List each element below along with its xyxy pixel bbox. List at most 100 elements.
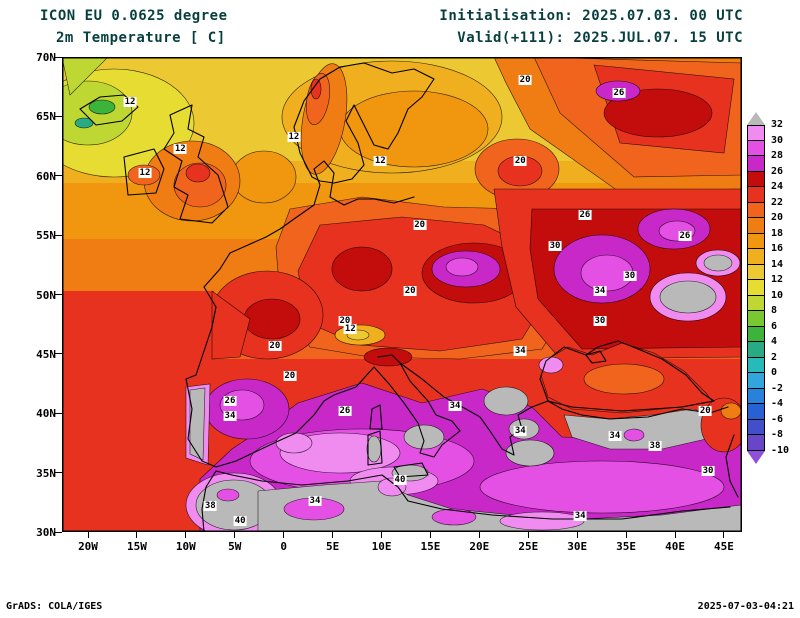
colorbar-tick-label: 2	[771, 351, 778, 363]
lat-tick-label: 30N	[36, 526, 56, 539]
lon-tick-label: 5W	[228, 540, 242, 553]
colorbar-tick-label: 18	[771, 227, 784, 239]
colorbar-segment	[747, 373, 765, 389]
colorbar-tick-label: 16	[771, 243, 784, 254]
lon-tick	[723, 532, 725, 538]
colorbar-segment	[747, 419, 765, 435]
colorbar-tick-label: -8	[771, 429, 784, 440]
lat-tick-label: 70N	[36, 51, 56, 64]
creation-timestamp: 2025-07-03-04:21	[697, 601, 794, 612]
lat-tick-label: 40N	[36, 407, 56, 421]
lat-tick	[55, 175, 62, 177]
lon-tick-label: 20E	[469, 540, 490, 553]
lon-tick-label: 10W	[175, 540, 196, 553]
lat-tick	[55, 353, 62, 355]
colorbar-tick-label: 26	[771, 165, 784, 177]
lon-tick-label: 20W	[78, 540, 98, 553]
lon-tick-label: 25E	[518, 540, 539, 553]
lon-tick-label: 15E	[420, 540, 441, 553]
lon-tick-label: 45E	[714, 540, 734, 553]
lat-tick	[55, 294, 62, 295]
lon-tick-label: 40E	[665, 540, 685, 553]
lon-tick-label: 5E	[325, 540, 340, 553]
grads-credit: GrADS: COLA/IGES	[6, 601, 103, 612]
colorbar-tick-label: -10	[771, 444, 790, 456]
colorbar-segment	[747, 156, 765, 172]
lat-tick	[55, 56, 62, 58]
lon-tick	[625, 532, 627, 538]
colorbar-tick-label: 6	[771, 320, 778, 332]
lon-tick	[87, 532, 89, 538]
colorbar-segment	[747, 218, 765, 234]
colorbar-tick-label: 32	[771, 119, 784, 130]
colorbar-tick-label: 0	[771, 367, 778, 378]
colorbar-tick-label: -6	[771, 413, 784, 425]
colorbar-segment	[747, 171, 765, 187]
colorbar-segment	[747, 280, 765, 296]
lat-tick-label: 45N	[36, 347, 56, 361]
lat-tick-label: 65N	[36, 110, 56, 124]
colorbar-segment	[747, 326, 765, 342]
colorbar-tick-label: 28	[771, 150, 784, 161]
lon-tick	[527, 532, 529, 538]
colorbar-under-range-triangle	[747, 450, 765, 464]
colorbar-tick-label: 14	[771, 258, 784, 270]
lon-tick-label: 0	[280, 540, 287, 553]
colorbar-tick-label: -4	[771, 398, 784, 409]
lat-tick-label: 35N	[36, 466, 56, 480]
colorbar-tick-label: -2	[771, 382, 784, 394]
model-title: ICON EU 0.0625 degree	[40, 8, 228, 24]
valid-time: Valid(+111): 2025.JUL.07. 15 UTC	[457, 30, 743, 46]
lon-tick	[185, 532, 187, 538]
lon-tick	[381, 532, 383, 538]
lat-tick-label: 55N	[36, 229, 56, 243]
colorbar-segment	[747, 357, 765, 373]
colorbar-tick-label: 20	[771, 212, 784, 223]
lat-tick-label: 60N	[36, 169, 56, 183]
temperature-fill-regions	[62, 57, 742, 532]
colorbar-segment	[747, 187, 765, 203]
init-time: Initialisation: 2025.07.03. 00 UTC	[439, 8, 743, 24]
lon-tick	[332, 532, 334, 538]
colorbar-tick-label: 10	[771, 289, 784, 301]
lon-tick	[234, 532, 236, 538]
colorbar-tick-label: 4	[771, 336, 778, 347]
coastlines	[79, 62, 739, 532]
temperature-map: 12 12 12 12 12 20 26 20 20 26 26 30 30 20 34 30 20 12 20 34…	[62, 57, 742, 532]
lat-tick	[55, 234, 62, 236]
colorbar-segment	[747, 404, 765, 420]
lon-tick-label: 10E	[371, 540, 392, 553]
lon-tick	[136, 532, 138, 538]
colorbar-segment	[747, 295, 765, 311]
colorbar-segment	[747, 311, 765, 327]
lon-tick	[429, 532, 431, 538]
colorbar-tick-label: 24	[771, 181, 784, 192]
colorbar-segment	[747, 140, 765, 156]
colorbar-segment	[747, 435, 765, 451]
field-title: 2m Temperature [ C]	[56, 30, 226, 46]
colorbar-segment	[747, 388, 765, 404]
colorbar-segment	[747, 233, 765, 249]
lon-tick	[674, 532, 676, 538]
temperature-field-svg	[62, 57, 742, 532]
colorbar-segment	[747, 264, 765, 280]
colorbar-segment	[747, 249, 765, 265]
colorbar-tick-label: 22	[771, 196, 784, 208]
colorbar-tick-label: 12	[771, 274, 784, 285]
lon-tick-label: 15W	[126, 540, 147, 553]
lat-tick	[55, 412, 62, 414]
colorbar-over-range-triangle	[747, 112, 765, 125]
lon-tick-label: 30E	[567, 540, 588, 553]
colorbar-tick-label: 8	[771, 305, 778, 316]
colorbar-segment	[747, 342, 765, 358]
map-frame	[62, 57, 742, 532]
colorbar-segment	[747, 202, 765, 218]
colorbar-segment	[747, 125, 765, 141]
colorbar-tick-label: 30	[771, 134, 784, 146]
lat-tick	[55, 115, 62, 117]
lat-tick	[55, 472, 62, 474]
lat-tick-label: 50N	[36, 288, 56, 302]
lon-tick	[478, 532, 480, 538]
lon-tick	[283, 532, 285, 538]
temperature-colorbar: 32 30 28 26 24 22 20 18 16 14 12 10 8 6 4 2 0 -2 -4 -6 -8 -10	[747, 112, 800, 464]
